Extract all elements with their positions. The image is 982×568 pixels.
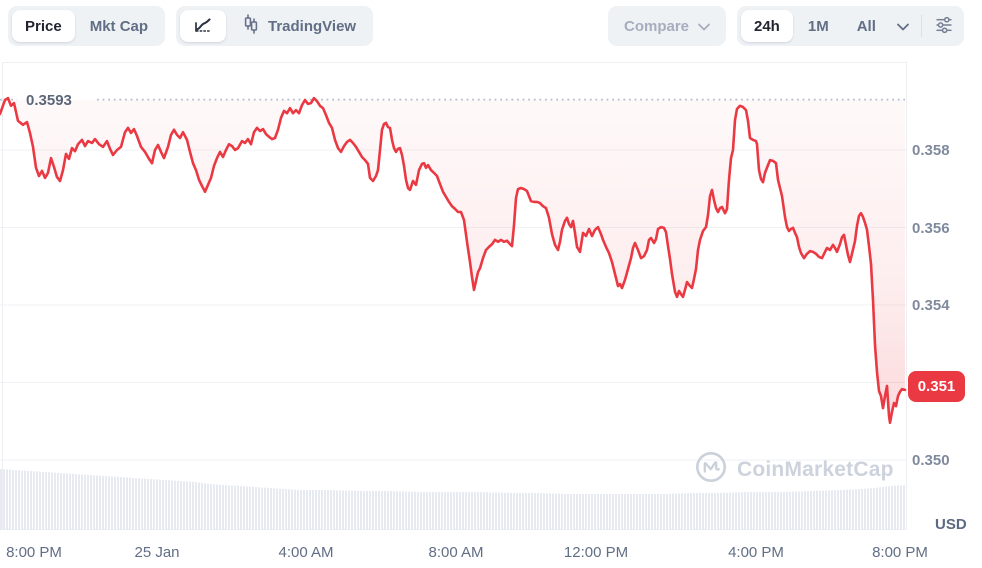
- price-line: [0, 96, 907, 425]
- ath-price-label: 0.3593: [26, 91, 72, 109]
- x-axis-tick: 4:00 PM: [728, 544, 784, 561]
- x-axis-tick: 25 Jan: [134, 544, 180, 561]
- toolbar-divider: [920, 15, 922, 37]
- chart-type-toggle: TradingView: [176, 6, 374, 46]
- tab-mkt-cap[interactable]: Mkt Cap: [77, 10, 161, 42]
- x-axis-tick: 4:00 AM: [278, 544, 334, 561]
- line-chart-icon: [192, 13, 214, 39]
- x-axis-tick: 8:00 PM: [872, 544, 928, 561]
- range-24h-button[interactable]: 24h: [741, 10, 793, 42]
- tradingview-toggle-button[interactable]: TradingView: [228, 10, 369, 42]
- x-axis-tick: 8:00 AM: [428, 544, 484, 561]
- y-axis-tick: 0.354: [912, 296, 950, 314]
- price-chart-canvas[interactable]: [0, 62, 907, 530]
- coinmarketcap-watermark: CoinMarketCap: [694, 450, 894, 490]
- watermark-text: CoinMarketCap: [737, 458, 894, 481]
- last-price-badge: 0.351: [908, 371, 965, 402]
- chart-settings-button[interactable]: [928, 10, 960, 42]
- range-1m-button[interactable]: 1M: [795, 10, 842, 42]
- drawdown-fill-area: [0, 98, 905, 423]
- x-axis-tick: 8:00 PM: [6, 544, 62, 561]
- metric-toggle: Price Mkt Cap: [8, 6, 166, 46]
- compare-label: Compare: [624, 17, 690, 35]
- range-all-button[interactable]: All: [844, 10, 889, 42]
- volume-bars-area: [0, 469, 905, 530]
- chevron-down-icon: [698, 18, 710, 35]
- currency-label: USD: [935, 516, 967, 533]
- x-axis-tick: 12:00 PM: [563, 544, 629, 561]
- tradingview-label: TradingView: [268, 17, 357, 35]
- y-axis-tick: 0.350: [912, 451, 950, 469]
- tune-icon: [934, 15, 954, 38]
- line-chart-type-button[interactable]: [180, 10, 226, 42]
- y-axis-tick: 0.356: [912, 219, 950, 237]
- y-axis-tick: 0.358: [912, 141, 950, 159]
- candlestick-icon: [241, 13, 261, 39]
- chevron-down-icon: [896, 19, 909, 34]
- coinmarketcap-logo-icon: [694, 450, 728, 490]
- compare-button[interactable]: Compare: [608, 6, 727, 46]
- range-more-button[interactable]: [891, 10, 915, 42]
- tab-price[interactable]: Price: [12, 10, 75, 42]
- range-toggle: 24h 1M All: [737, 6, 964, 46]
